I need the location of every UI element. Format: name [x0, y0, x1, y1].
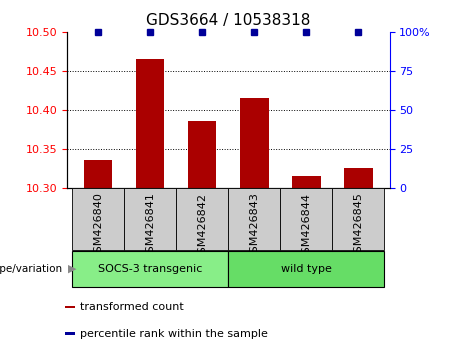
Bar	[228, 188, 280, 250]
Text: GSM426840: GSM426840	[93, 193, 103, 261]
Bar	[72, 188, 124, 250]
Text: GSM426841: GSM426841	[145, 193, 155, 261]
Text: ▶: ▶	[68, 264, 76, 274]
Bar	[280, 188, 332, 250]
Text: SOCS-3 transgenic: SOCS-3 transgenic	[98, 264, 202, 274]
Bar	[65, 332, 75, 335]
Bar	[240, 98, 268, 188]
Bar	[188, 121, 217, 188]
Bar	[136, 59, 165, 188]
Bar	[344, 168, 372, 188]
Bar	[292, 176, 320, 188]
Bar	[176, 188, 228, 250]
Text: wild type: wild type	[281, 264, 332, 274]
Bar	[228, 251, 384, 287]
Text: GSM426845: GSM426845	[353, 193, 363, 261]
Bar	[124, 188, 176, 250]
Bar	[332, 188, 384, 250]
Bar	[84, 160, 112, 188]
Text: GSM426843: GSM426843	[249, 193, 259, 261]
Bar	[65, 306, 75, 308]
Text: transformed count: transformed count	[81, 302, 184, 312]
Text: GSM426844: GSM426844	[301, 193, 311, 261]
Text: GSM426842: GSM426842	[197, 193, 207, 261]
Title: GDS3664 / 10538318: GDS3664 / 10538318	[146, 13, 310, 28]
Text: genotype/variation: genotype/variation	[0, 264, 62, 274]
Text: percentile rank within the sample: percentile rank within the sample	[81, 329, 268, 339]
Bar	[72, 251, 228, 287]
